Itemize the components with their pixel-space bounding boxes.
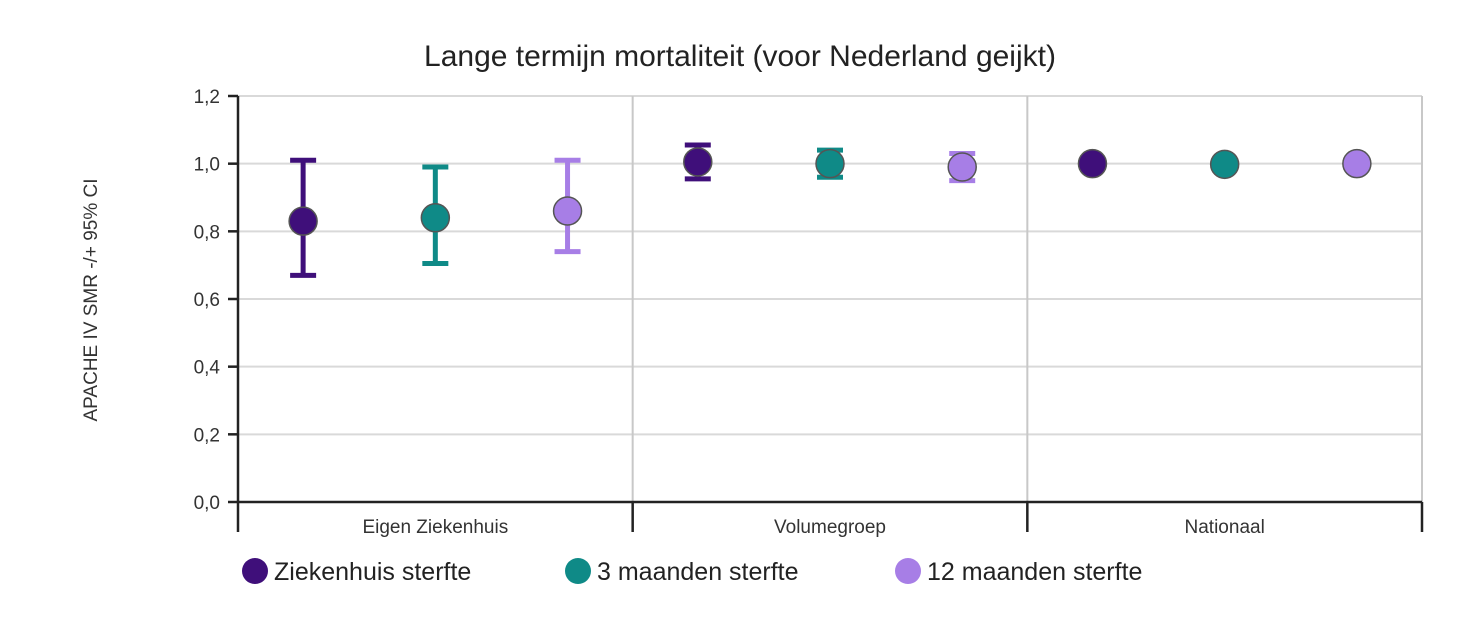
- legend-label: 12 maanden sterfte: [927, 558, 1142, 586]
- legend-item: Ziekenhuis sterfte: [242, 558, 471, 586]
- legend-item: 12 maanden sterfte: [895, 558, 1142, 586]
- y-tick-label: 1,2: [194, 87, 220, 108]
- legend-item: 3 maanden sterfte: [565, 558, 799, 586]
- legend: Ziekenhuis sterfte 3 maanden sterfte 12 ma…: [242, 558, 1142, 586]
- y-tick-label: 1,0: [194, 155, 220, 176]
- data-point: [1342, 148, 1372, 179]
- data-point: [288, 206, 318, 236]
- y-tick-label: 0,2: [194, 425, 220, 446]
- data-point: [552, 196, 583, 226]
- legend-marker: [895, 558, 921, 584]
- chart-title: Lange termijn mortaliteit (voor Nederlan…: [424, 40, 1056, 73]
- x-tick-label: Nationaal: [1185, 517, 1265, 538]
- y-tick-label: 0,4: [194, 358, 221, 379]
- data-marks: [288, 142, 1372, 278]
- x-tick-label: Volumegroep: [774, 517, 886, 538]
- data-point: [420, 203, 451, 233]
- y-axis-label: APACHE IV SMR -/+ 95% CI: [81, 178, 102, 421]
- data-point: [815, 148, 845, 179]
- axes: 0,0 0,2 0,4 0,6 0,8 1,0 1,2 Eigen Ziekenhuis Vol…: [194, 87, 1424, 538]
- data-point: [1209, 149, 1240, 180]
- data-point: [1077, 148, 1108, 179]
- y-tick-label: 0,6: [194, 290, 220, 311]
- legend-label: Ziekenhuis sterfte: [274, 558, 471, 586]
- data-point: [683, 147, 713, 177]
- y-tick-label: 0,8: [194, 222, 220, 243]
- legend-marker: [242, 558, 268, 584]
- legend-label: 3 maanden sterfte: [597, 558, 799, 586]
- legend-marker: [565, 558, 591, 584]
- x-tick-label: Eigen Ziekenhuis: [362, 517, 508, 538]
- data-point: [947, 152, 977, 182]
- y-tick-label: 0,0: [194, 493, 220, 514]
